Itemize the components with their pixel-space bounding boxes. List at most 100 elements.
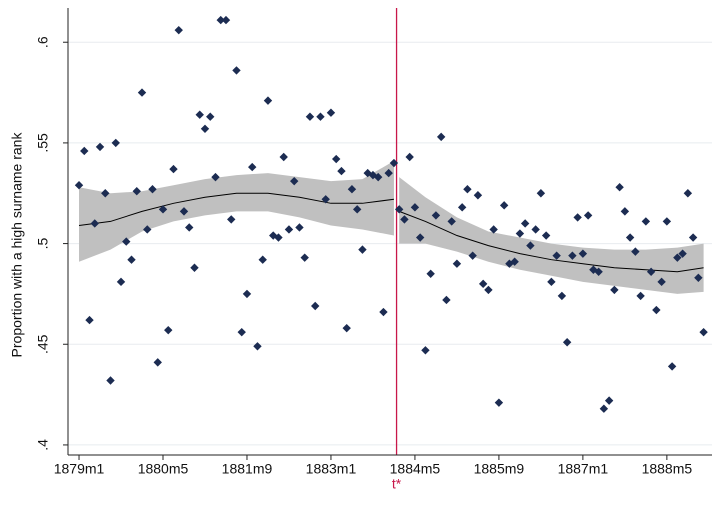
- data-point: [137, 88, 147, 97]
- data-point: [206, 112, 215, 121]
- data-point: [699, 327, 708, 337]
- data-point: [457, 203, 467, 212]
- data-point: [405, 152, 414, 162]
- data-point: [631, 247, 640, 256]
- data-point: [263, 96, 273, 105]
- data-point: [452, 259, 462, 268]
- data-point: [688, 233, 698, 242]
- data-point: [694, 273, 703, 283]
- data-point: [678, 249, 687, 258]
- data-point: [127, 255, 136, 264]
- y-axis-title: Proportion with a high surname rank: [9, 132, 25, 358]
- fit-line: [399, 210, 704, 273]
- data-point: [541, 231, 551, 240]
- data-point: [389, 158, 399, 168]
- x-tick-label: 1883m1: [306, 461, 357, 477]
- data-point: [641, 217, 651, 226]
- data-point: [573, 213, 582, 222]
- data-point: [373, 172, 383, 182]
- data-point: [326, 108, 336, 117]
- data-point: [620, 207, 630, 216]
- confidence-band: [79, 161, 394, 262]
- data-point: [379, 307, 388, 317]
- data-point: [352, 205, 362, 214]
- data-point: [657, 277, 666, 287]
- data-point: [122, 237, 131, 246]
- data-point: [158, 205, 168, 214]
- data-point: [85, 315, 94, 325]
- data-point: [673, 253, 682, 262]
- data-point: [148, 185, 157, 194]
- data-point: [342, 323, 351, 333]
- data-point: [347, 185, 357, 194]
- data-point: [316, 112, 325, 121]
- data-point: [536, 189, 546, 198]
- data-point: [442, 295, 451, 305]
- data-point: [436, 132, 446, 142]
- data-point: [410, 203, 420, 212]
- data-point: [421, 346, 430, 355]
- x-tick-label: 1887m1: [558, 461, 609, 477]
- data-point: [494, 398, 504, 407]
- data-point: [557, 291, 567, 301]
- data-point: [520, 219, 530, 228]
- data-point: [646, 267, 656, 276]
- x-tick-label: 1885m9: [474, 461, 525, 477]
- data-point: [237, 327, 246, 337]
- data-point: [111, 138, 120, 148]
- data-point: [242, 289, 252, 299]
- data-point: [667, 362, 677, 371]
- data-point: [216, 15, 225, 25]
- data-point: [179, 207, 189, 216]
- data-point: [90, 219, 99, 228]
- data-point: [499, 201, 509, 210]
- data-point: [311, 301, 320, 311]
- data-point: [185, 223, 194, 232]
- data-point: [394, 205, 404, 214]
- data-point: [190, 263, 199, 272]
- data-point: [478, 279, 488, 289]
- data-point: [132, 187, 141, 196]
- x-tick-label: 1879m1: [54, 461, 105, 477]
- data-point: [106, 376, 115, 385]
- data-point: [562, 338, 572, 347]
- y-tick-label: .5: [35, 238, 51, 250]
- data-point: [295, 223, 304, 232]
- data-point: [599, 404, 609, 413]
- data-point: [358, 245, 367, 254]
- cutoff-label: t*: [392, 476, 402, 492]
- data-point: [415, 233, 425, 242]
- data-point: [80, 146, 89, 156]
- data-point: [683, 189, 693, 198]
- data-point: [195, 110, 204, 119]
- data-point: [274, 233, 283, 242]
- data-point: [578, 249, 588, 258]
- data-point: [552, 251, 561, 260]
- data-point: [253, 342, 262, 351]
- data-point: [284, 225, 294, 234]
- data-point: [568, 251, 577, 260]
- data-point: [305, 112, 315, 121]
- data-point: [431, 211, 441, 220]
- data-point: [174, 25, 183, 35]
- y-tick-label: .45: [35, 334, 51, 354]
- x-tick-label: 1881m9: [222, 461, 273, 477]
- data-point: [400, 215, 409, 224]
- data-point: [426, 269, 435, 278]
- data-point: [74, 180, 84, 190]
- data-point: [101, 189, 110, 198]
- data-point: [447, 217, 456, 226]
- data-point: [211, 172, 220, 182]
- data-point: [610, 285, 619, 295]
- data-point: [248, 162, 257, 172]
- data-point: [468, 251, 477, 260]
- data-point: [169, 164, 178, 174]
- data-point: [300, 253, 309, 262]
- data-point: [473, 191, 483, 200]
- data-point: [337, 166, 346, 176]
- data-point: [463, 185, 472, 194]
- data-point: [384, 168, 393, 178]
- data-point: [625, 233, 635, 242]
- data-point: [258, 255, 267, 264]
